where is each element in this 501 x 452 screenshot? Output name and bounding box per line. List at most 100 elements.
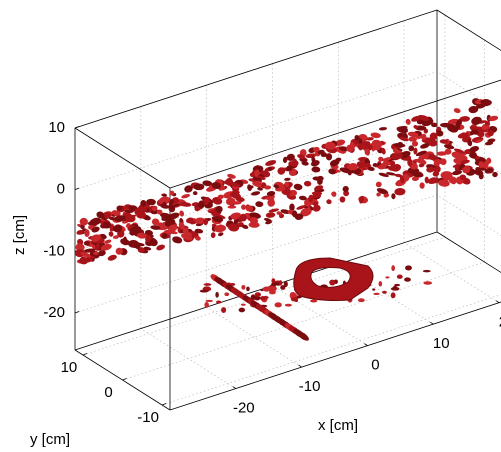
isosurface-blob: [241, 204, 247, 210]
isosurface-blob: [217, 194, 224, 200]
isosurface-blob: [429, 132, 438, 141]
isosurface-blob: [145, 235, 152, 243]
isosurface-blob: [265, 160, 277, 166]
isosurface-blob: [420, 143, 430, 149]
isosurface-blob: [93, 251, 99, 256]
isosurface-blob: [108, 216, 116, 221]
isosurface-blob: [391, 265, 395, 272]
isosurface-blob: [290, 297, 299, 302]
isosurface-blob: [275, 280, 280, 283]
isosurface-blob: [349, 141, 356, 149]
isosurface-blob: [248, 221, 260, 228]
isosurface-blob: [427, 138, 438, 147]
isosurface-blob: [180, 233, 193, 241]
isosurface-blob: [227, 205, 237, 209]
isosurface-blob: [149, 238, 158, 247]
isosurface-blob: [387, 165, 400, 171]
isosurface-blob: [373, 292, 380, 296]
isosurface-blob: [361, 162, 371, 168]
isosurface-blob: [194, 217, 206, 224]
isosurface-blob: [467, 139, 473, 147]
isosurface-blob: [91, 226, 100, 233]
isosurface-blob: [104, 211, 111, 219]
isosurface-blob: [399, 136, 409, 142]
isosurface-blob: [278, 280, 283, 286]
isosurface-blob: [492, 171, 498, 178]
isosurface-blob: [112, 235, 119, 239]
isosurface-blob: [484, 168, 494, 174]
isosurface-blob: [297, 154, 306, 160]
isosurface-blob: [475, 139, 483, 144]
isosurface-ring: [293, 257, 374, 301]
isosurface-blob: [284, 181, 289, 188]
isosurface-blob: [391, 153, 403, 160]
y-axis-label: y [cm]: [30, 431, 70, 448]
isosurface-blob: [250, 191, 261, 196]
isosurface-blob: [381, 147, 386, 155]
isosurface-blob: [247, 184, 252, 191]
isosurface-blob: [230, 213, 240, 220]
isosurface-blob: [439, 122, 452, 128]
isosurface-blob: [235, 196, 245, 202]
isosurface-blob: [276, 211, 283, 216]
isosurface-blob: [408, 136, 418, 142]
isosurface-blob: [339, 196, 346, 203]
isosurface-blob: [144, 229, 153, 236]
isosurface-blob: [396, 125, 408, 130]
isosurface-blob: [216, 300, 222, 304]
isosurface-blob: [404, 277, 411, 282]
isosurface-blob: [393, 143, 406, 148]
isosurface-blob: [266, 191, 276, 197]
isosurface-blob: [195, 236, 201, 241]
isosurface-blob: [85, 255, 95, 260]
isosurface-blob: [224, 292, 230, 297]
isosurface-blob: [443, 144, 455, 150]
isosurface-blob: [273, 184, 280, 189]
isosurface-blob: [334, 139, 346, 146]
isosurface-blob: [192, 191, 198, 196]
isosurface-blob: [439, 139, 449, 144]
isosurface-blob: [147, 201, 155, 206]
y-tick: [161, 403, 167, 406]
isosurface-blob: [194, 205, 201, 212]
isosurface-blob: [286, 153, 295, 161]
isosurface-blob: [94, 243, 100, 251]
isosurface-blob: [241, 224, 249, 229]
isosurface-blob: [265, 212, 276, 218]
isosurface-blob: [372, 288, 376, 291]
isosurface-blob: [114, 215, 127, 222]
isosurface-blob: [254, 292, 262, 297]
x-tick: [430, 321, 434, 325]
isosurface-blob: [240, 303, 246, 306]
isosurface-blob: [198, 200, 205, 208]
isosurface-blob: [311, 191, 323, 196]
isosurface-blob: [286, 165, 293, 172]
isosurface-blob: [326, 199, 332, 205]
z-tick-label: 10: [48, 119, 65, 136]
isosurface-blob: [135, 242, 141, 250]
isosurface-blob: [386, 172, 396, 176]
isosurface-blob: [329, 159, 340, 167]
isosurface-blob: [391, 193, 396, 200]
isosurface-blob: [471, 129, 479, 135]
isosurface-blob: [150, 225, 161, 230]
isosurface-blob: [415, 150, 427, 157]
isosurface-blob: [271, 278, 276, 284]
isosurface-blob: [152, 206, 158, 212]
isosurface-blob: [254, 169, 260, 178]
y-tick: [122, 378, 127, 381]
z-tick-label: -20: [43, 304, 65, 321]
z-tick: [74, 187, 80, 191]
isosurface-blob: [453, 148, 465, 154]
isosurface-blob: [284, 303, 292, 307]
isosurface-blob: [349, 162, 358, 171]
isosurface-blob: [116, 205, 123, 212]
isosurface-blob: [441, 172, 451, 179]
x-tick-label: -20: [233, 400, 255, 417]
isosurface-blob: [122, 236, 127, 244]
isosurface-blob: [478, 173, 484, 180]
isosurface-blob: [421, 133, 427, 141]
isosurface-blob: [204, 301, 209, 308]
isosurface-blob: [265, 197, 275, 201]
isosurface-blob: [423, 281, 433, 285]
